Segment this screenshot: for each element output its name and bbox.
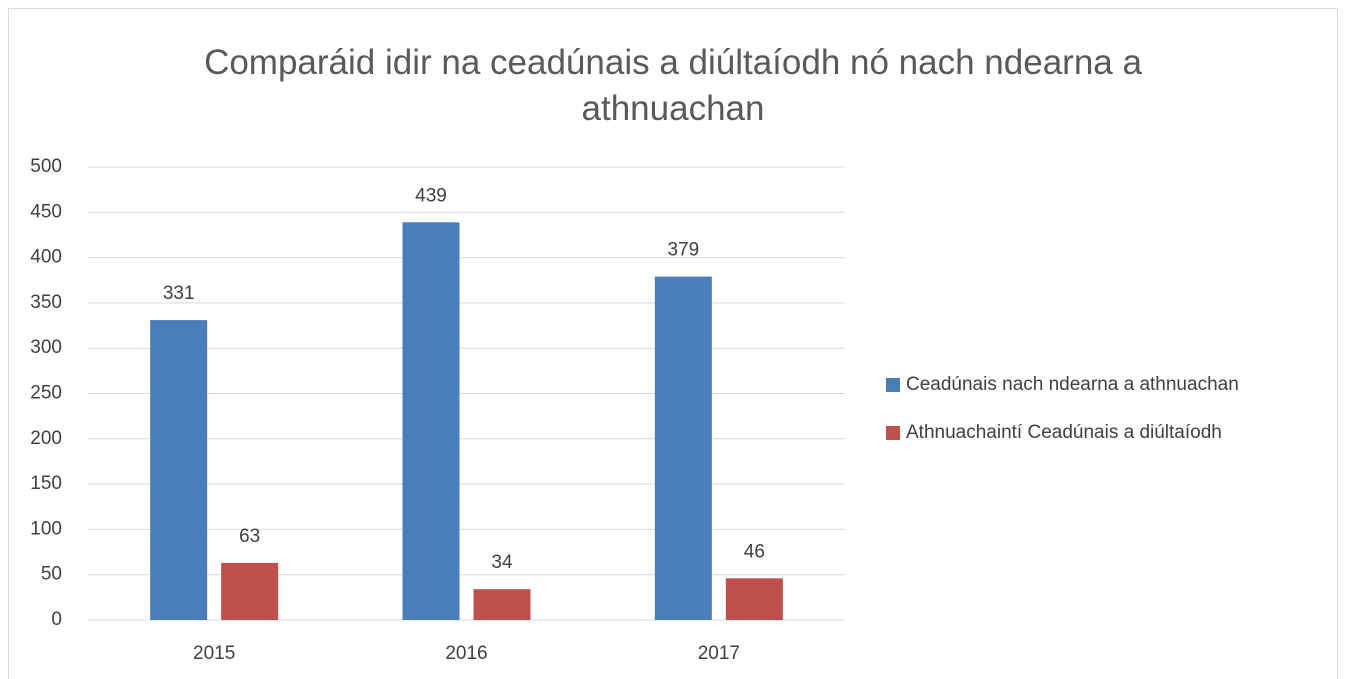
x-tick-label: 2016 [445,643,487,664]
bar [402,222,460,621]
bar [654,276,712,620]
legend-label: Athnuachaintí Ceadúnais a diúltaíodh [906,422,1222,443]
y-tick-label: 400 [30,247,62,268]
legend-swatch [886,378,900,392]
data-label: 34 [491,552,513,573]
bar [725,578,783,620]
chart-border [8,8,1338,679]
data-label: 46 [744,541,765,562]
data-label: 331 [163,283,195,304]
data-label: 439 [415,185,447,206]
bar [473,589,531,620]
y-tick-label: 350 [30,292,62,313]
data-label: 63 [239,526,260,547]
x-tick-label: 2015 [193,643,235,664]
legend-swatch [886,426,900,440]
legend-label: Ceadúnais nach ndearna a athnuachan [906,374,1239,395]
y-tick-label: 0 [51,609,62,630]
y-tick-label: 150 [30,473,62,494]
y-tick-label: 300 [30,337,62,358]
data-label: 379 [667,240,699,261]
bar [150,320,208,620]
y-tick-label: 100 [30,518,62,539]
y-tick-label: 50 [41,564,62,585]
y-tick-label: 500 [30,156,62,177]
bar [221,562,279,620]
chart-title: Comparáid idir na ceadúnais a diúltaíodh… [204,43,1142,128]
y-tick-label: 200 [30,428,62,449]
x-tick-label: 2017 [698,643,740,664]
y-tick-label: 450 [30,201,62,222]
y-tick-label: 250 [30,383,62,404]
